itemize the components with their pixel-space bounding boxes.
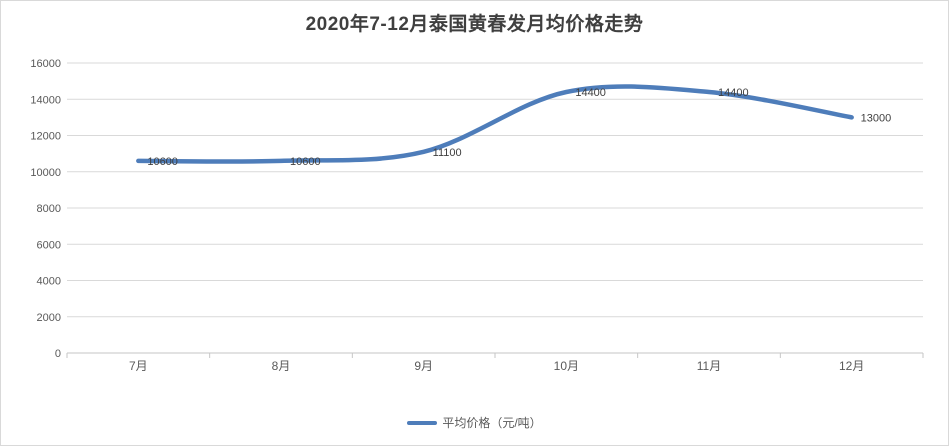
y-axis-tick-label: 8000 [37,203,61,215]
legend-series-label: 平均价格（元/吨） [442,416,542,430]
x-axis-category-label: 10月 [554,359,579,373]
legend: 平均价格（元/吨） [1,414,948,431]
y-axis-tick-label: 14000 [30,94,61,106]
y-axis-tick-label: 4000 [37,276,61,288]
y-axis-tick-label: 12000 [30,131,61,143]
chart-title: 2020年7-12月泰国黄春发月均价格走势 [305,14,644,35]
price-trend-line [136,84,854,164]
x-axis-category-label: 9月 [414,359,433,373]
y-axis-tick-label: 6000 [37,239,61,251]
x-axis-category-label: 8月 [272,359,291,373]
data-point-label: 13000 [861,112,892,124]
legend-line-marker-icon [407,420,438,425]
y-axis-tick-label: 16000 [30,58,61,70]
y-axis-tick-label: 10000 [30,167,61,179]
data-point-label: 10600 [147,156,178,168]
x-axis-category-label: 12月 [839,359,864,373]
y-axis-tick-label: 2000 [37,312,61,324]
data-point-label: 11100 [433,147,462,159]
data-point-label: 14400 [575,87,606,99]
x-axis-category-label: 11月 [697,359,721,373]
x-axis-category-label: 7月 [129,359,148,373]
y-axis-tick-label: 0 [55,348,61,360]
line-chart-plot-area: 0 2000 4000 6000 8000 10000 12000 14000 16000 7月 8… [30,58,924,373]
data-point-label: 10600 [290,156,321,168]
data-point-label: 14400 [718,87,749,99]
